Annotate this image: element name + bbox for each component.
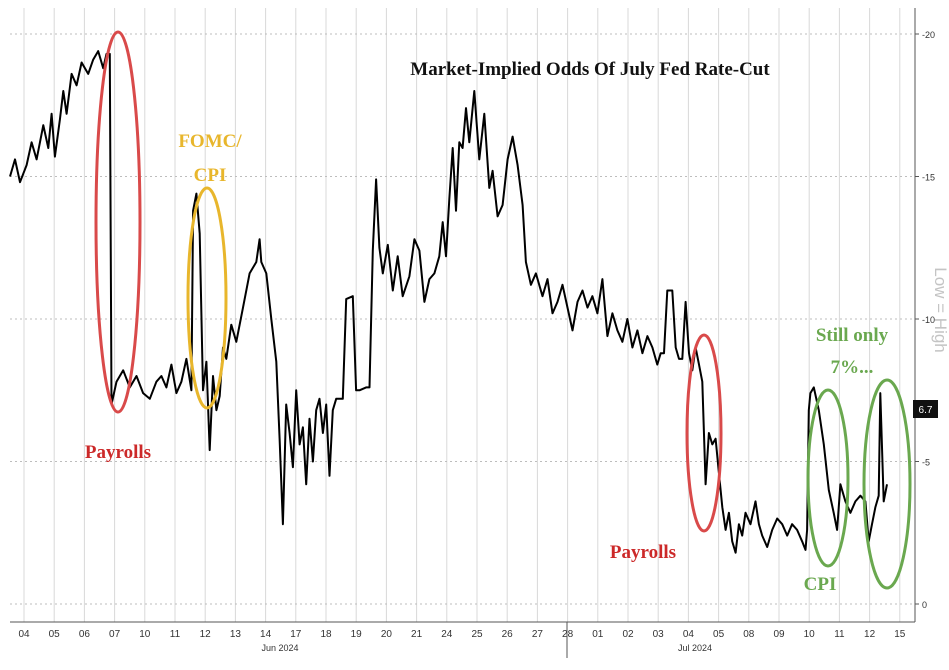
annotation-payrolls-1: Payrolls	[85, 442, 151, 463]
x-tick-label: 25	[471, 629, 483, 640]
ellipse-cpi-july	[806, 388, 850, 568]
x-tick-label: 27	[532, 629, 544, 640]
annotation-still-only: Still only	[816, 325, 889, 346]
chart-title: Market-Implied Odds Of July Fed Rate-Cut	[410, 59, 770, 80]
x-tick-label: 10	[804, 629, 816, 640]
x-tick-label: 24	[441, 629, 453, 640]
x-tick-label: 12	[200, 629, 212, 640]
x-tick-label: 14	[260, 629, 272, 640]
y-tick-label: -15	[922, 173, 935, 183]
axis-layer: 04 05 06 07 10 11 12 13 14 17 18 19 20 21 24 25 26 27 28 01…	[10, 8, 935, 658]
x-tick-label: 21	[411, 629, 423, 640]
ellipse-layer	[94, 30, 912, 590]
x-tick-label: 15	[894, 629, 906, 640]
x-tick-label: 03	[653, 629, 665, 640]
x-tick-label: 20	[381, 629, 393, 640]
month-label-jul: Jul 2024	[678, 643, 712, 653]
last-value-badge: 6.7	[913, 400, 938, 418]
x-tick-label: 02	[622, 629, 634, 640]
x-tick-label: 12	[864, 629, 876, 640]
ellipse-fomc-cpi	[186, 186, 228, 410]
x-tick-label: 18	[320, 629, 332, 640]
scale-note: Low = High	[931, 267, 949, 353]
x-tick-label: 26	[502, 629, 514, 640]
x-tick-label: 01	[592, 629, 604, 640]
last-value-label: 6.7	[919, 405, 933, 416]
x-tick-label: 09	[773, 629, 785, 640]
annotation-7-percent: 7%...	[831, 357, 874, 378]
x-tick-label: 19	[351, 629, 363, 640]
series-line	[9, 50, 888, 554]
ellipse-payrolls-june	[94, 30, 142, 414]
y-tick-label: 0	[922, 600, 927, 610]
x-tick-label: 08	[743, 629, 755, 640]
annotation-fomc: FOMC/	[178, 131, 242, 152]
line-layer	[9, 50, 888, 554]
x-tick-label: 11	[170, 629, 181, 640]
x-tick-label: 05	[713, 629, 725, 640]
x-tick-label: 11	[834, 629, 845, 640]
x-tick-label: 04	[683, 629, 695, 640]
ellipse-latest	[862, 378, 912, 590]
y-tick-label: -5	[922, 458, 930, 468]
y-tick-label: -20	[922, 30, 935, 40]
grid-layer	[10, 8, 915, 622]
x-tick-label: 05	[49, 629, 61, 640]
x-tick-label: 07	[109, 629, 121, 640]
x-tick-label: 17	[290, 629, 302, 640]
annotation-cpi-green: CPI	[804, 574, 837, 595]
y-tick-label: -10	[922, 315, 935, 325]
annotation-cpi-gold: CPI	[194, 165, 227, 186]
x-tick-label: 28	[562, 629, 574, 640]
month-label-jun: Jun 2024	[261, 643, 298, 653]
x-tick-label: 10	[139, 629, 151, 640]
ellipse-payrolls-july	[685, 333, 723, 533]
annotation-payrolls-2: Payrolls	[610, 542, 676, 563]
x-tick-label: 06	[79, 629, 91, 640]
x-tick-label: 13	[230, 629, 242, 640]
x-tick-label: 04	[18, 629, 30, 640]
